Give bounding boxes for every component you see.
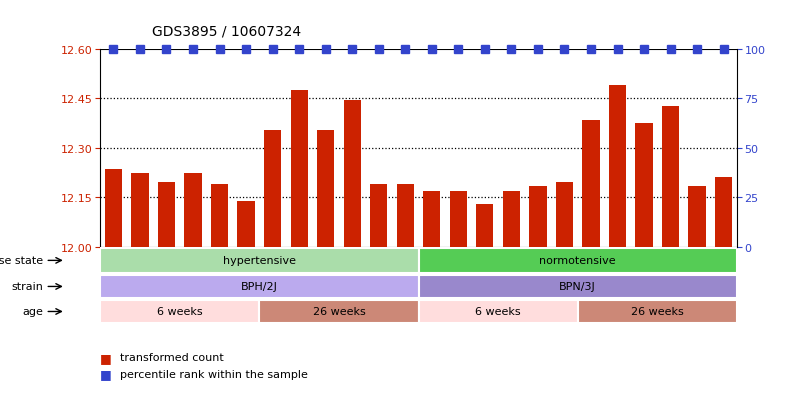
Bar bbox=[419, 275, 737, 298]
Text: normotensive: normotensive bbox=[539, 256, 616, 266]
Bar bbox=[158, 183, 175, 247]
Bar bbox=[131, 173, 148, 247]
Bar bbox=[477, 204, 493, 247]
Text: ■: ■ bbox=[100, 351, 112, 364]
Bar bbox=[105, 170, 122, 247]
Text: BPN/3J: BPN/3J bbox=[559, 282, 596, 292]
Bar bbox=[370, 185, 388, 247]
Bar bbox=[184, 173, 202, 247]
Bar bbox=[264, 130, 281, 247]
Bar bbox=[237, 201, 255, 247]
Text: GDS3895 / 10607324: GDS3895 / 10607324 bbox=[152, 24, 301, 38]
Text: 6 weeks: 6 weeks bbox=[475, 307, 521, 317]
Text: hypertensive: hypertensive bbox=[223, 256, 296, 266]
Text: strain: strain bbox=[11, 282, 42, 292]
Bar bbox=[635, 123, 653, 247]
Bar bbox=[260, 300, 419, 323]
Bar bbox=[419, 248, 737, 273]
Bar bbox=[100, 275, 419, 298]
Bar bbox=[419, 300, 578, 323]
Text: disease state: disease state bbox=[0, 256, 42, 266]
Bar bbox=[578, 300, 737, 323]
Text: 26 weeks: 26 weeks bbox=[631, 307, 684, 317]
Bar bbox=[100, 300, 260, 323]
Bar bbox=[344, 101, 360, 247]
Bar bbox=[291, 91, 308, 247]
Bar bbox=[449, 191, 467, 247]
Text: 6 weeks: 6 weeks bbox=[157, 307, 203, 317]
Bar bbox=[211, 185, 228, 247]
Text: 26 weeks: 26 weeks bbox=[312, 307, 365, 317]
Bar bbox=[503, 191, 520, 247]
Bar bbox=[662, 107, 679, 247]
Text: percentile rank within the sample: percentile rank within the sample bbox=[120, 369, 308, 379]
Bar bbox=[715, 178, 732, 247]
Text: transformed count: transformed count bbox=[120, 352, 224, 362]
Bar bbox=[317, 130, 334, 247]
Bar bbox=[100, 248, 419, 273]
Bar bbox=[396, 185, 414, 247]
Bar bbox=[529, 186, 546, 247]
Bar bbox=[423, 191, 441, 247]
Bar bbox=[609, 86, 626, 247]
Text: ■: ■ bbox=[100, 367, 112, 380]
Bar bbox=[556, 183, 573, 247]
Text: BPH/2J: BPH/2J bbox=[241, 282, 278, 292]
Bar bbox=[582, 120, 600, 247]
Bar bbox=[689, 186, 706, 247]
Text: age: age bbox=[22, 307, 42, 317]
